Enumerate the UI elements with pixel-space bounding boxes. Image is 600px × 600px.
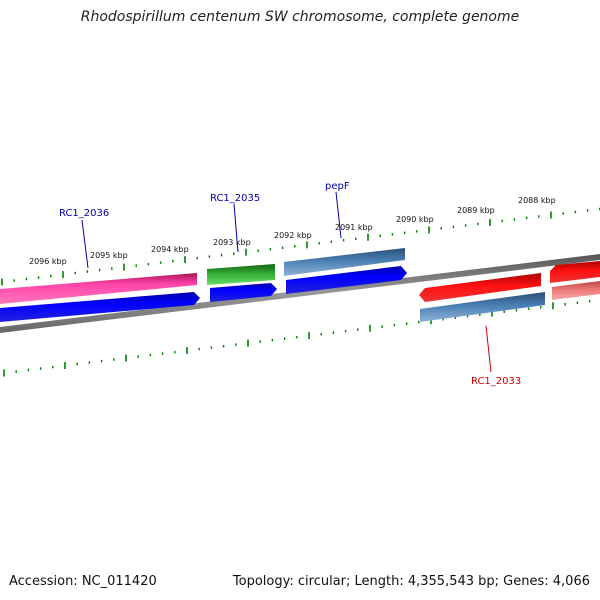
tick-label: 2095 kbp: [90, 251, 128, 260]
chromosome-backbone: [0, 254, 600, 333]
tick-label: 2096 kbp: [29, 257, 67, 266]
outer-scale-track: [1, 207, 600, 286]
leader-line-rc1-2036: [81, 219, 89, 269]
gene-rc1-2033-strand-plus[interactable]: [550, 261, 600, 283]
tick-label: 2094 kbp: [151, 245, 189, 254]
gene-pepf[interactable]: [284, 248, 405, 276]
leader-line-rc1-2033: [485, 325, 492, 373]
gene-blue-forward-1[interactable]: [0, 292, 200, 322]
tick-label: 2092 kbp: [274, 231, 312, 240]
gene-rc1-2036[interactable]: [0, 273, 197, 304]
tick-label: 2090 kbp: [396, 215, 434, 224]
gene-rc1-2033[interactable]: [419, 273, 541, 302]
gene-label-pepf[interactable]: pepF: [325, 181, 350, 192]
tick-label: 2088 kbp: [518, 196, 556, 205]
leader-line-rc1-2035: [233, 203, 239, 253]
gene-rc1-2035[interactable]: [207, 264, 275, 285]
genome-summary-text: Topology: circular; Length: 4,355,543 bp…: [232, 574, 590, 589]
gene-steel-lower[interactable]: [420, 292, 545, 322]
gene-blue-forward-2[interactable]: [210, 283, 277, 302]
tick-label: 2091 kbp: [335, 223, 373, 232]
chart-title: Rhodospirillum centenum SW chromosome, c…: [80, 9, 520, 25]
accession-text: Accession: NC_011420: [9, 574, 157, 589]
leader-line-pepf: [335, 191, 342, 239]
gene-label-rc1-2033[interactable]: RC1_2033: [471, 376, 521, 387]
gene-label-rc1-2036[interactable]: RC1_2036: [59, 208, 109, 219]
gene-pink-lower[interactable]: [552, 281, 600, 300]
tick-label: 2089 kbp: [457, 206, 495, 215]
inner-scale-track: [3, 300, 591, 377]
gene-blue-forward-3[interactable]: [286, 266, 407, 294]
tick-label: 2093 kbp: [213, 238, 251, 247]
gene-label-rc1-2035[interactable]: RC1_2035: [210, 193, 260, 204]
